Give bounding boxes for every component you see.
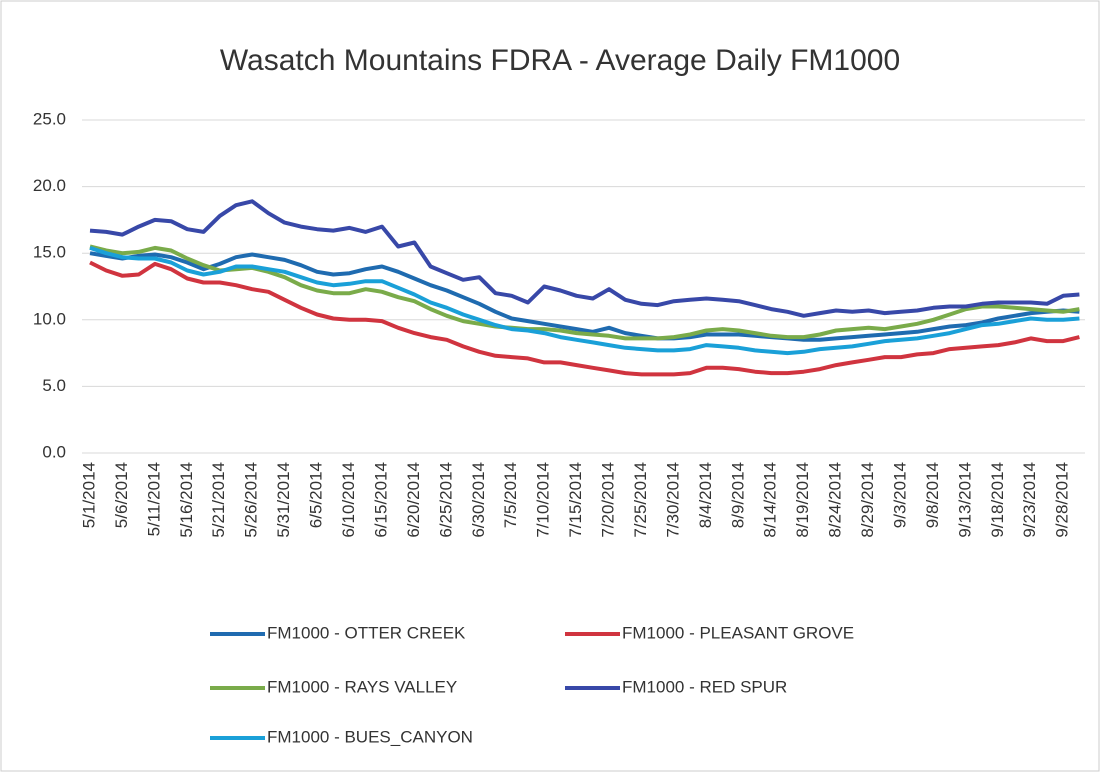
series-line <box>89 251 1080 342</box>
x-tick-label: 8/19/2014 <box>793 462 812 538</box>
legend-label: FM1000 - OTTER CREEK <box>267 623 466 642</box>
x-tick-label: 7/10/2014 <box>534 462 553 538</box>
series-line <box>89 199 1080 318</box>
y-tick-label: 20.0 <box>33 176 66 195</box>
x-tick-label: 7/20/2014 <box>599 462 618 538</box>
y-tick-label: 0.0 <box>42 442 66 461</box>
x-tick-label: 5/16/2014 <box>177 462 196 538</box>
x-tick-label: 6/5/2014 <box>307 462 326 528</box>
x-tick-label: 8/14/2014 <box>761 462 780 538</box>
x-tick-label: 6/25/2014 <box>436 462 455 538</box>
y-tick-label: 15.0 <box>33 243 66 262</box>
x-tick-label: 7/25/2014 <box>631 462 650 538</box>
x-tick-label: 9/18/2014 <box>988 462 1007 538</box>
legend-label: FM1000 - PLEASANT GROVE <box>622 623 854 642</box>
x-tick-label: 9/13/2014 <box>955 462 974 538</box>
x-tick-label: 9/23/2014 <box>1020 462 1039 538</box>
x-tick-label: 7/5/2014 <box>501 462 520 528</box>
series-line <box>89 260 1080 377</box>
x-tick-label: 6/20/2014 <box>404 462 423 538</box>
x-tick-label: 9/8/2014 <box>923 462 942 528</box>
x-tick-label: 5/11/2014 <box>144 462 163 536</box>
x-tick-label: 5/1/2014 <box>79 462 98 528</box>
x-tick-label: 9/3/2014 <box>890 462 909 528</box>
x-tick-label: 9/28/2014 <box>1053 462 1072 538</box>
x-tick-label: 6/10/2014 <box>339 462 358 538</box>
x-tick-label: 8/29/2014 <box>858 462 877 538</box>
x-tick-label: 5/6/2014 <box>112 462 131 528</box>
x-tick-label: 6/15/2014 <box>371 462 390 538</box>
legend-label: FM1000 - RAYS VALLEY <box>267 677 457 696</box>
legend-label: FM1000 - RED SPUR <box>622 677 787 696</box>
x-tick-label: 6/30/2014 <box>469 462 488 538</box>
y-tick-label: 10.0 <box>33 309 66 328</box>
x-tick-label: 7/30/2014 <box>663 462 682 538</box>
y-tick-label: 25.0 <box>33 109 66 128</box>
x-tick-label: 5/26/2014 <box>242 462 261 538</box>
x-tick-label: 5/21/2014 <box>209 462 228 538</box>
series-line <box>89 245 1080 356</box>
y-tick-label: 5.0 <box>42 376 66 395</box>
x-tick-label: 5/31/2014 <box>274 462 293 538</box>
x-tick-label: 7/15/2014 <box>566 462 585 538</box>
legend-label: FM1000 - BUES_CANYON <box>267 727 473 746</box>
x-tick-label: 8/4/2014 <box>696 462 715 528</box>
x-tick-label: 8/24/2014 <box>826 462 845 538</box>
x-tick-label: 8/9/2014 <box>728 462 747 528</box>
chart-title: Wasatch Mountains FDRA - Average Daily F… <box>220 44 900 77</box>
